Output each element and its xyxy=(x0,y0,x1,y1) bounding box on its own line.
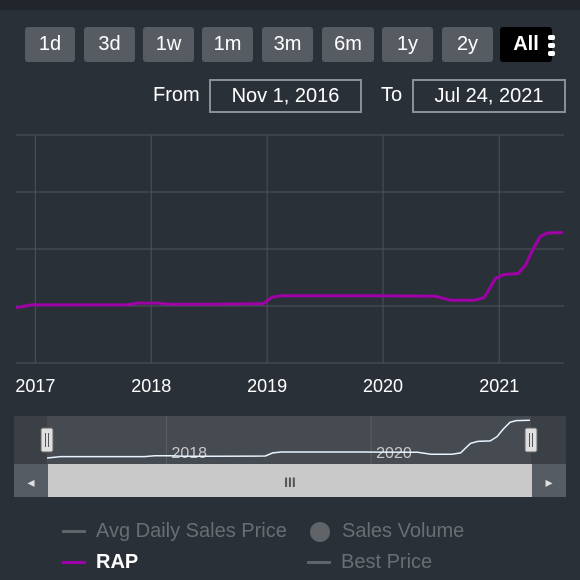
legend-dot-icon xyxy=(310,521,330,542)
range-button-all[interactable]: All xyxy=(500,27,552,62)
range-button-1m[interactable]: 1m xyxy=(202,27,253,62)
scrollbar-thumb[interactable] xyxy=(48,464,532,497)
scroll-left-button[interactable] xyxy=(14,464,48,497)
range-navigator[interactable]: 2018 2020 ◂ ▸ III xyxy=(0,412,580,500)
navigator-year-label: 2020 xyxy=(376,445,412,462)
legend-label: Sales Volume xyxy=(342,520,465,542)
range-button-3m[interactable]: 3m xyxy=(262,27,313,62)
navigator-right-handle[interactable] xyxy=(524,427,538,453)
x-tick-label: 2021 xyxy=(479,376,519,396)
legend-line-icon xyxy=(62,561,86,564)
x-tick-label: 2018 xyxy=(131,376,171,396)
legend-item-best-price[interactable]: Best Price xyxy=(307,551,432,574)
scroll-right-arrow-icon: ▸ xyxy=(545,474,552,490)
price-chart[interactable]: 2017 2018 2019 2020 2021 xyxy=(0,120,580,410)
legend-item-rap[interactable]: RAP xyxy=(62,551,138,574)
x-tick-label: 2017 xyxy=(15,376,55,396)
scroll-left-arrow-icon: ◂ xyxy=(27,474,34,490)
series-line-rap xyxy=(15,231,563,310)
legend-item-sales-volume[interactable]: Sales Volume xyxy=(310,520,464,543)
range-button-1y[interactable]: 1y xyxy=(382,27,433,62)
range-button-6m[interactable]: 6m xyxy=(322,27,374,62)
to-label: To xyxy=(381,84,403,106)
scroll-right-button[interactable] xyxy=(532,464,566,497)
top-bar xyxy=(0,0,580,10)
range-button-1d[interactable]: 1d xyxy=(25,27,75,62)
legend-item-avg-daily-sales-price[interactable]: Avg Daily Sales Price xyxy=(62,520,287,543)
navigator-year-label: 2018 xyxy=(171,445,207,462)
from-date-input[interactable]: Nov 1, 2016 xyxy=(209,79,362,113)
range-button-2y[interactable]: 2y xyxy=(442,27,493,62)
legend-label: Avg Daily Sales Price xyxy=(96,520,287,542)
legend-label: RAP xyxy=(96,551,139,573)
range-button-3d[interactable]: 3d xyxy=(84,27,135,62)
to-date-input[interactable]: Jul 24, 2021 xyxy=(412,79,566,113)
x-tick-label: 2020 xyxy=(363,376,403,396)
scrollbar-grip-icon: III xyxy=(284,474,296,490)
x-tick-label: 2019 xyxy=(247,376,287,396)
navigator-series-line xyxy=(46,419,530,459)
range-button-1w[interactable]: 1w xyxy=(143,27,194,62)
legend-line-icon xyxy=(62,530,86,533)
navigator-left-handle[interactable] xyxy=(40,427,54,453)
legend-line-icon xyxy=(307,561,331,564)
context-menu-icon[interactable] xyxy=(548,35,558,59)
legend-label: Best Price xyxy=(341,551,433,573)
from-label: From xyxy=(153,84,200,106)
